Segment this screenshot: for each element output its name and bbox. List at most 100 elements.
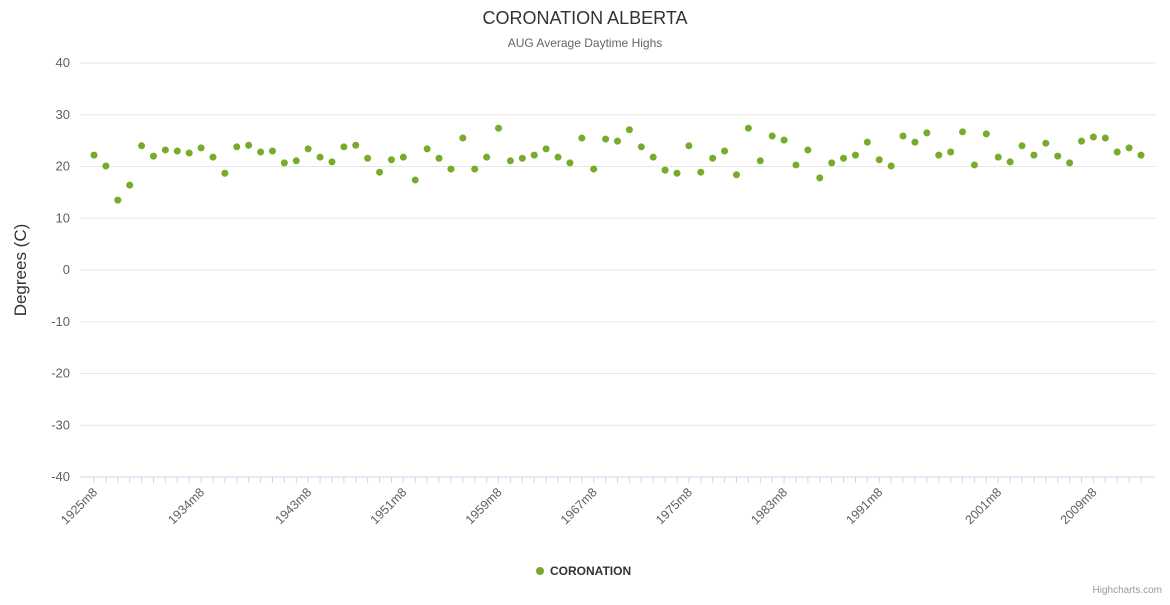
data-point[interactable] [221, 169, 229, 177]
data-point[interactable] [483, 153, 491, 161]
data-point[interactable] [506, 157, 514, 165]
data-point[interactable] [923, 129, 931, 137]
data-point[interactable] [1054, 152, 1062, 160]
data-point[interactable] [685, 142, 693, 150]
data-point[interactable] [1137, 151, 1145, 159]
x-axis-label: 1975m8 [653, 485, 695, 527]
data-point[interactable] [1125, 144, 1133, 152]
data-point[interactable] [328, 158, 336, 166]
credits-link[interactable]: Highcharts.com [1093, 585, 1162, 596]
data-point[interactable] [1113, 148, 1121, 156]
data-point[interactable] [756, 157, 764, 165]
data-point[interactable] [780, 136, 788, 144]
data-point[interactable] [899, 132, 907, 140]
data-point[interactable] [161, 146, 169, 154]
data-point[interactable] [149, 152, 157, 160]
data-point[interactable] [1089, 133, 1097, 141]
data-point[interactable] [578, 134, 586, 142]
data-point[interactable] [590, 165, 598, 173]
data-point[interactable] [851, 151, 859, 159]
data-point[interactable] [447, 165, 455, 173]
data-point[interactable] [245, 141, 253, 149]
data-point[interactable] [257, 148, 265, 156]
data-point[interactable] [495, 124, 503, 132]
data-point[interactable] [423, 145, 431, 153]
data-point[interactable] [364, 154, 372, 162]
data-point[interactable] [340, 143, 348, 151]
y-axis-label: -40 [51, 469, 70, 484]
data-point[interactable] [1066, 159, 1074, 167]
x-axis-label: 1959m8 [463, 485, 505, 527]
data-point[interactable] [376, 168, 384, 176]
x-axis-label: 1983m8 [748, 485, 790, 527]
data-point[interactable] [661, 166, 669, 174]
data-point[interactable] [185, 149, 193, 157]
data-point[interactable] [471, 165, 479, 173]
data-point[interactable] [518, 154, 526, 162]
data-point[interactable] [1030, 151, 1038, 159]
data-point[interactable] [233, 143, 241, 151]
data-point[interactable] [352, 141, 360, 149]
data-point[interactable] [911, 138, 919, 146]
data-point[interactable] [197, 144, 205, 152]
data-point[interactable] [114, 196, 122, 204]
data-point[interactable] [542, 145, 550, 153]
data-point[interactable] [709, 154, 717, 162]
data-point[interactable] [90, 151, 98, 159]
data-point[interactable] [614, 137, 621, 145]
data-point[interactable] [280, 159, 288, 167]
data-point[interactable] [173, 147, 181, 155]
data-point[interactable] [411, 176, 419, 184]
data-point[interactable] [959, 128, 967, 136]
data-point[interactable] [209, 153, 217, 161]
data-point[interactable] [602, 135, 610, 143]
data-point[interactable] [816, 174, 824, 182]
data-point[interactable] [566, 159, 574, 167]
data-point[interactable] [732, 171, 740, 179]
data-point[interactable] [875, 156, 883, 164]
data-point[interactable] [126, 181, 134, 189]
data-point[interactable] [947, 148, 955, 156]
legend-item-coronation[interactable]: CORONATION [536, 564, 631, 578]
x-axis-label: 1991m8 [844, 485, 886, 527]
data-point[interactable] [792, 161, 800, 169]
data-point[interactable] [304, 145, 312, 153]
data-point[interactable] [1018, 142, 1026, 150]
data-point[interactable] [292, 157, 300, 165]
data-point[interactable] [744, 124, 752, 132]
data-point[interactable] [1042, 139, 1050, 147]
data-point[interactable] [268, 147, 276, 155]
data-point[interactable] [828, 159, 836, 167]
data-point[interactable] [804, 146, 812, 154]
x-axis-label: 2001m8 [962, 485, 1004, 527]
data-point[interactable] [1101, 134, 1109, 142]
data-point[interactable] [840, 154, 848, 162]
data-point[interactable] [697, 168, 705, 176]
data-point[interactable] [721, 147, 729, 155]
data-point[interactable] [768, 132, 776, 140]
data-point[interactable] [887, 162, 895, 170]
data-point[interactable] [554, 153, 562, 161]
data-point[interactable] [459, 134, 467, 142]
data-point[interactable] [970, 161, 978, 169]
chart-title: CORONATION ALBERTA [482, 8, 687, 28]
data-point[interactable] [1006, 158, 1014, 166]
data-point[interactable] [982, 130, 990, 138]
data-point[interactable] [1078, 137, 1086, 145]
data-point[interactable] [625, 126, 633, 134]
data-point[interactable] [649, 153, 657, 161]
data-point[interactable] [102, 162, 110, 170]
data-point[interactable] [138, 142, 146, 150]
data-point[interactable] [994, 153, 1002, 161]
data-point[interactable] [435, 154, 443, 162]
data-point[interactable] [387, 156, 395, 164]
data-point[interactable] [863, 138, 871, 146]
y-axis-label: 30 [56, 107, 70, 122]
data-point[interactable] [316, 153, 324, 161]
data-point[interactable] [530, 151, 538, 159]
data-point[interactable] [935, 151, 943, 159]
data-point[interactable] [673, 169, 681, 177]
y-axis-label: -10 [51, 314, 70, 329]
data-point[interactable] [399, 153, 407, 161]
data-point[interactable] [637, 143, 645, 151]
